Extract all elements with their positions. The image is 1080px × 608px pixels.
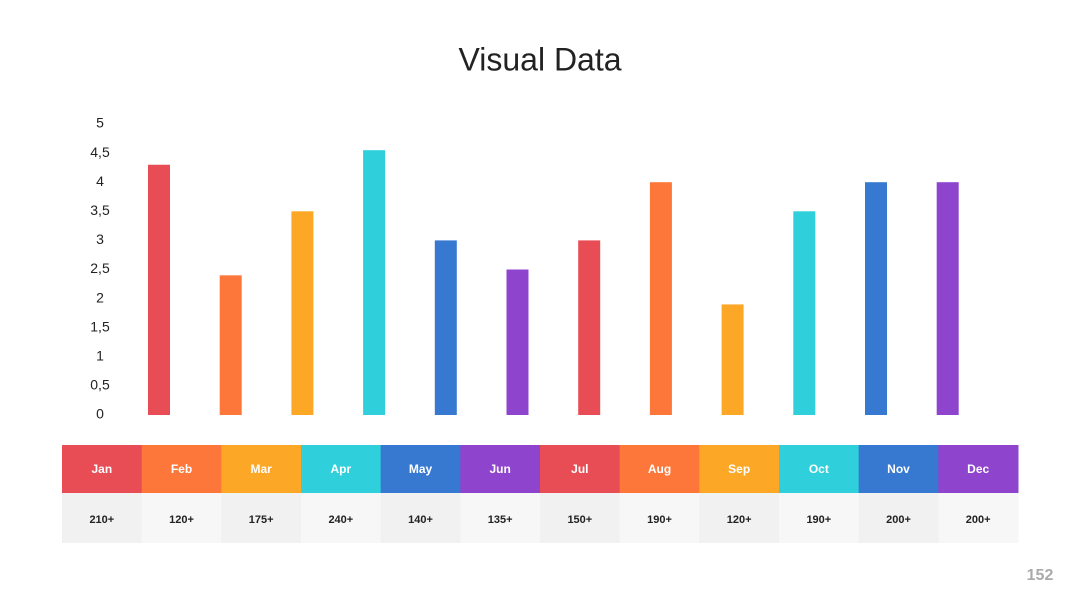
table-header-cell [380, 445, 461, 493]
y-tick-label: 3 [96, 231, 104, 247]
bar [506, 269, 529, 415]
table-value-cell [62, 493, 143, 543]
y-tick-label: 1,5 [90, 318, 110, 334]
y-tick-label: 2,5 [90, 260, 110, 276]
y-tick-label: 5 [96, 115, 104, 131]
table-header-label: May [409, 462, 433, 476]
chart-title: Visual Data [458, 41, 621, 77]
page-number: 152 [1027, 567, 1054, 584]
table-header-label: Mar [250, 462, 272, 476]
table-value-cell [380, 493, 461, 543]
bar [578, 240, 601, 415]
table-value: 240+ [328, 514, 353, 526]
bar [649, 182, 672, 415]
table-header-label: Jun [489, 462, 510, 476]
table-header-label: Dec [967, 462, 989, 476]
table-value-cell [141, 493, 222, 543]
table-value-cell [301, 493, 382, 543]
y-tick-label: 4,5 [90, 144, 110, 160]
table-header-label: Jul [571, 462, 588, 476]
bar [434, 240, 457, 415]
y-tick-label: 2 [96, 289, 104, 305]
table-value: 120+ [169, 514, 194, 526]
y-tick-label: 0,5 [90, 377, 110, 393]
bar [865, 182, 887, 415]
table-value-cell [858, 493, 939, 543]
bar [219, 275, 242, 415]
table-header-cell [699, 445, 780, 493]
table-value: 140+ [408, 514, 433, 526]
table-value: 120+ [727, 514, 752, 526]
y-tick-label: 0 [96, 406, 104, 422]
table-value: 190+ [647, 514, 672, 526]
table-header-label: Feb [171, 462, 192, 476]
table-header-cell [460, 445, 541, 493]
table-value-cell [938, 493, 1019, 543]
table-value: 150+ [567, 514, 592, 526]
table-value: 135+ [488, 514, 513, 526]
table-header-label: Aug [648, 462, 671, 476]
table-value: 210+ [89, 514, 114, 526]
table-value: 175+ [249, 514, 274, 526]
bar [291, 211, 314, 415]
bar [793, 211, 816, 415]
table-value-cell [779, 493, 860, 543]
bar [148, 164, 170, 415]
y-tick-label: 1 [96, 348, 104, 364]
bar [721, 304, 744, 415]
table-header-cell [301, 445, 382, 493]
table-header-cell [540, 445, 621, 493]
table-header-cell [619, 445, 700, 493]
table-header-label: Sep [728, 462, 750, 476]
table-value-cell [699, 493, 780, 543]
table-header-label: Jan [91, 462, 112, 476]
table-header-cell [858, 445, 939, 493]
table-value-cell [619, 493, 700, 543]
bar [936, 182, 959, 415]
table-header-cell [221, 445, 302, 493]
table-value: 190+ [806, 514, 831, 526]
y-tick-label: 4 [96, 173, 104, 189]
table-value: 200+ [966, 514, 991, 526]
bar [363, 150, 386, 415]
table-header-cell [141, 445, 222, 493]
table-header-cell [779, 445, 860, 493]
table-header-label: Oct [809, 462, 829, 476]
table-value: 200+ [886, 514, 911, 526]
table-header-cell [62, 445, 143, 493]
table-value-cell [221, 493, 302, 543]
table-header-cell [938, 445, 1019, 493]
table-value-cell [460, 493, 541, 543]
y-tick-label: 3,5 [90, 202, 110, 218]
table-header-label: Apr [330, 462, 351, 476]
table-value-cell [540, 493, 621, 543]
table-header-label: Nov [887, 462, 910, 476]
